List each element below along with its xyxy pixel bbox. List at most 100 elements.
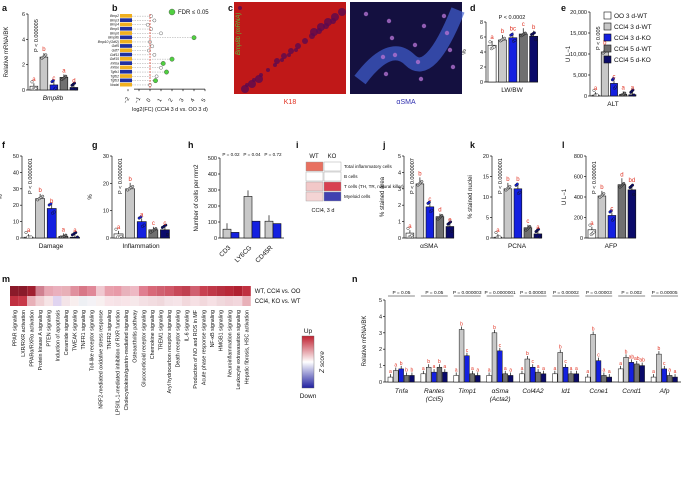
panel-n-sig-letter: a: [608, 369, 611, 375]
panel-b-gene-tag: [120, 52, 132, 57]
panel-n-bar: [585, 376, 591, 383]
panel-m-pathway-label: TNFR2 signaling: [107, 310, 113, 350]
panel-n-ylabel: Relative mRNA/BK: [362, 316, 368, 367]
panel-d-ylabel: %: [462, 49, 468, 55]
micrograph-asma-nucleus: [363, 11, 369, 17]
panel-b-xlabel: log2(FC) (CCl4 3 d vs. OO 3 d): [132, 107, 208, 113]
panel-b-gene-tag: [120, 78, 132, 83]
panel-n-bar: [519, 373, 525, 383]
panel-h-bar-ko: [230, 232, 240, 239]
panel-n-bar: [573, 373, 580, 383]
panel-b-gene-tag: [120, 35, 132, 40]
panel-m-cell-row1: [130, 286, 139, 296]
panel-n-bar: [469, 373, 476, 383]
panel-a-xlabel: Bmp8b: [43, 95, 64, 102]
panel-n-pvalue: P = 0.0000001: [484, 290, 516, 296]
panel-f-datapoint: [75, 235, 79, 239]
panel-n-bar: [409, 375, 415, 383]
panel-b-point: [152, 53, 157, 57]
panel-n-bar: [552, 373, 558, 383]
panel-e-datapoint: [623, 91, 627, 95]
panel-m-cell-row2: [35, 296, 45, 306]
panel-m-cell-row2: [130, 296, 139, 306]
panel-n-sig-letter: a: [521, 366, 524, 372]
micrograph-asma-nucleus: [412, 42, 418, 48]
panel-e-datapoint: [592, 88, 596, 92]
panel-m-cell-row1: [78, 286, 88, 296]
panel-l-sig-letter: b: [600, 185, 604, 191]
panel-n-gene-name: Tnfa: [395, 388, 408, 395]
micrograph-k18-nucleus: [255, 75, 263, 83]
panel-f-sig-letter: b: [38, 188, 42, 194]
panel-m-cell-row1: [225, 286, 234, 296]
panel-d-datapoint: [534, 38, 538, 42]
micrograph-k18-nucleus: [323, 23, 329, 29]
panel-a-datapoint: [44, 53, 48, 57]
panel-b-point: [159, 65, 163, 70]
panel-k-xlabel: PCNA: [508, 243, 527, 250]
panel-letter-l: l: [562, 140, 565, 150]
panel-g-sig-letter: b: [128, 177, 132, 183]
panel-m-cell-row2: [78, 296, 88, 306]
panel-d-datapoint: [510, 32, 514, 36]
panel-g-sig-letter: c: [152, 221, 155, 227]
panel-i-row-label: Total inflammatory cells: [344, 164, 392, 169]
panel-letter-k: k: [470, 140, 476, 150]
panel-j-ytick-label: 0: [398, 236, 401, 242]
panel-n-sig-letter: b: [658, 346, 661, 352]
panel-n-gene-name: Id1: [561, 388, 570, 395]
panel-m-pathway-label: Hepatic fibrosis, HSC activation: [245, 310, 251, 384]
panel-l-bar: [597, 195, 607, 239]
panel-e-ytick-label: 0: [584, 94, 587, 100]
panel-b-point: [154, 74, 159, 79]
panel-b-gene-tag: [120, 31, 132, 35]
panel-k-sig-letter: a: [496, 228, 500, 234]
panel-n-bar: [535, 371, 541, 383]
panel-n-sig-letter: a: [575, 366, 578, 372]
panel-a-ytick-label: 2: [22, 63, 25, 69]
panel-n-bar: [666, 375, 673, 383]
micrograph-k18-nucleus: [294, 48, 298, 52]
panel-m-pathway-label: Induction of apoptosis: [55, 310, 61, 362]
micrograph-asma-nucleus: [380, 54, 386, 60]
panel-m-cell-row2: [113, 296, 122, 306]
panel-letter-n: n: [352, 274, 358, 284]
panel-m-pathway-label: Glucocorticoid receptor signaling: [141, 310, 147, 387]
panel-m-cell-row1: [156, 286, 165, 296]
panel-b-gene-tag: [120, 26, 132, 31]
panel-g-ylabel: %: [88, 194, 94, 200]
panel-j-datapoint: [420, 180, 424, 184]
panel-d-datapoint: [523, 31, 527, 35]
panel-m-cell-row1: [10, 286, 19, 296]
panel-n-sig-letter: c: [466, 348, 469, 354]
panel-n-bar: [436, 366, 443, 383]
panel-a-datapoint: [51, 79, 55, 83]
micrograph-asma-nucleus: [441, 13, 447, 19]
panel-n-bar: [628, 362, 635, 383]
panel-j-sig-letter: d: [438, 208, 441, 214]
micrograph-asma-nucleus: [418, 76, 424, 82]
panel-c-left-label: K18: [284, 99, 297, 106]
panel-g-datapoint: [131, 184, 135, 188]
panel-k-ylabel: % stained nuclei: [468, 175, 474, 219]
panel-m-pathway-label: Acute phase response signaling: [202, 310, 208, 385]
panel-k-datapoint: [538, 235, 542, 239]
micrograph-k18-nucleus: [330, 18, 336, 24]
panel-b-gene-tag: [120, 22, 132, 27]
panel-n-bar: [617, 368, 624, 383]
panel-m-pathway-label: TREM1 signaling: [159, 310, 165, 350]
panel-j-datapoint: [430, 208, 434, 212]
panel-i-cell: [323, 171, 342, 182]
panel-g-pvalue: P < 0.0000001: [118, 158, 124, 194]
micrograph-asma-nucleus: [444, 30, 450, 36]
panel-n-sig-letter: c: [531, 359, 534, 365]
panel-m-pathway-label: Neuroinflammation signaling: [227, 310, 233, 377]
panel-d-bar: [508, 37, 518, 83]
panel-n-bar: [595, 360, 602, 383]
panel-g-sig-letter: a: [140, 213, 144, 219]
panel-n-bar: [420, 373, 426, 383]
panel-m-cell-row1: [139, 286, 148, 296]
panel-g-datapoint: [139, 215, 143, 219]
panel-m-cell-row2: [18, 296, 28, 306]
